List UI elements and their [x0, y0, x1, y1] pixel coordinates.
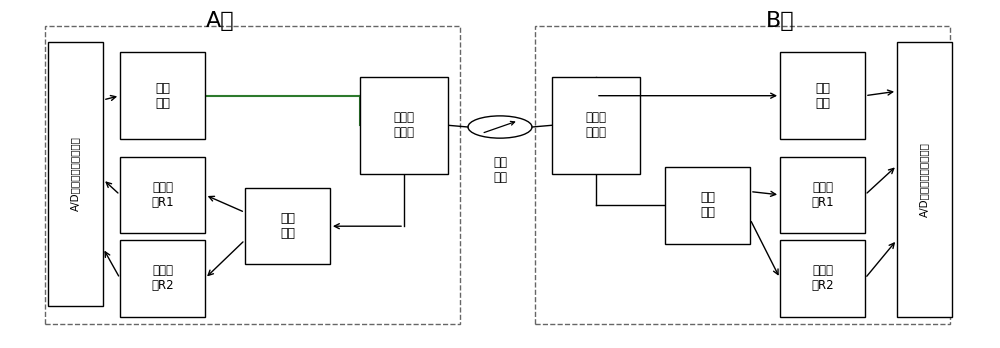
Text: A端: A端: [206, 11, 234, 31]
Bar: [48, 42, 103, 306]
Bar: [897, 42, 952, 317]
Bar: [120, 157, 205, 233]
Text: A/D控制及数据处理模块: A/D控制及数据处理模块: [70, 136, 80, 212]
Bar: [120, 52, 205, 139]
Text: 光接收
机R2: 光接收 机R2: [811, 264, 834, 292]
Text: 光方向
耦合器: 光方向 耦合器: [586, 111, 607, 139]
Bar: [535, 26, 950, 324]
Text: 光分
路器: 光分 路器: [280, 212, 295, 240]
Bar: [780, 240, 865, 317]
Text: 光发
射机: 光发 射机: [815, 82, 830, 110]
Bar: [360, 77, 448, 174]
Text: 光接收
机R2: 光接收 机R2: [151, 264, 174, 292]
Text: 光方向
耦合器: 光方向 耦合器: [393, 111, 414, 139]
Text: 光发
射机: 光发 射机: [155, 82, 170, 110]
Bar: [245, 188, 330, 264]
Text: B端: B端: [766, 11, 794, 31]
Bar: [665, 167, 750, 244]
Bar: [45, 26, 460, 324]
Bar: [780, 157, 865, 233]
Text: 光分
路器: 光分 路器: [700, 191, 715, 219]
Text: 光接收
机R1: 光接收 机R1: [151, 181, 174, 209]
Text: 光接收
机R1: 光接收 机R1: [811, 181, 834, 209]
Text: A/D控制及数据处理模块: A/D控制及数据处理模块: [920, 142, 930, 217]
Bar: [780, 52, 865, 139]
Bar: [552, 77, 640, 174]
Bar: [120, 240, 205, 317]
Text: 被测
光缆: 被测 光缆: [493, 156, 507, 183]
